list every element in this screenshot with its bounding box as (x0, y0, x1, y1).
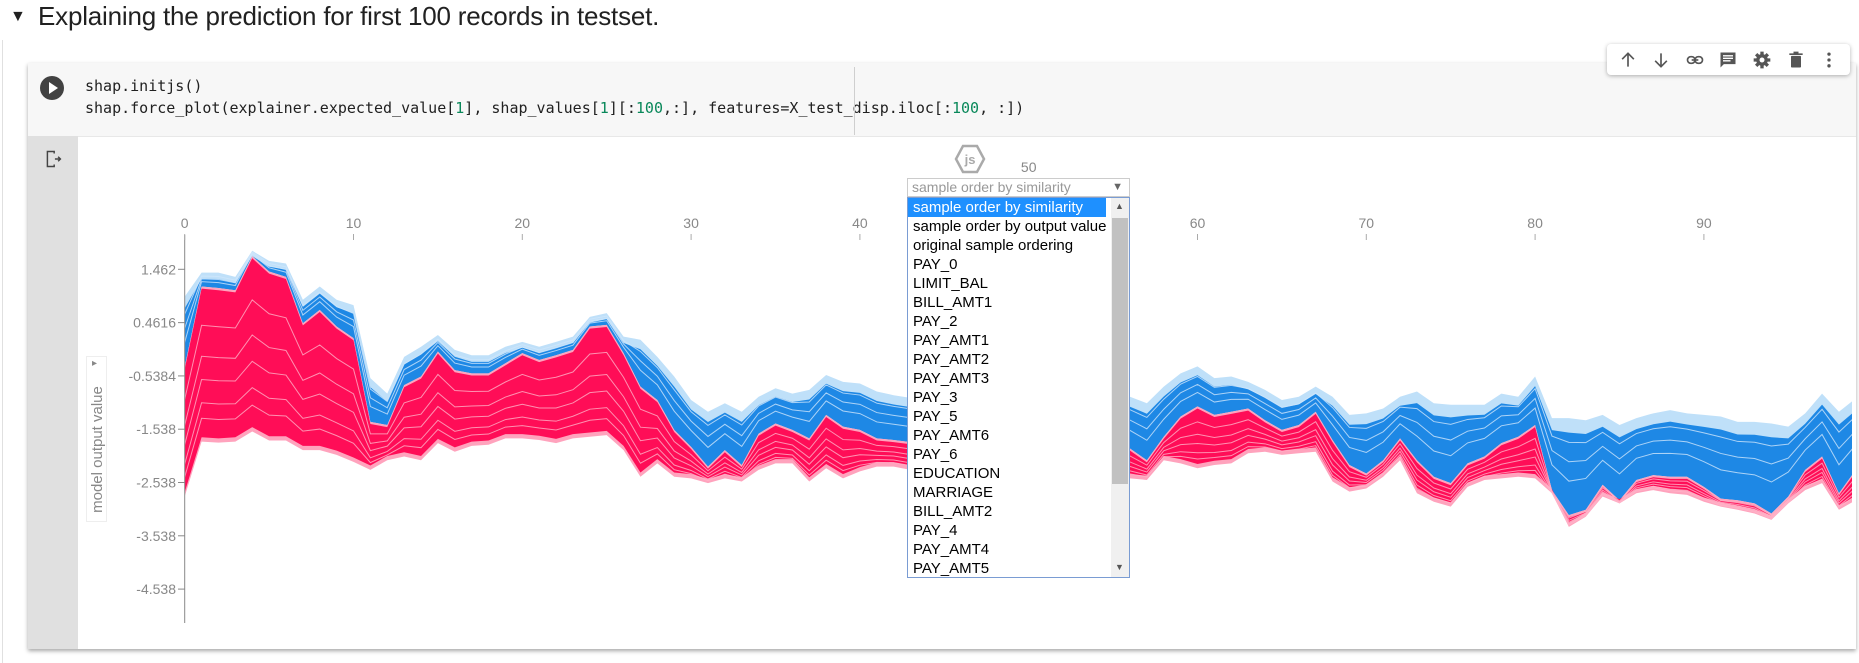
scroll-up-icon[interactable]: ▲ (1115, 201, 1124, 211)
dropdown-option[interactable]: PAY_2 (913, 313, 958, 330)
output-redirect-icon[interactable] (43, 148, 65, 170)
arrow-down-icon[interactable] (1651, 50, 1671, 70)
y-tick-label: -3.538 (136, 528, 176, 544)
code-token: ,:], features=X_test_disp.iloc[: (662, 99, 952, 117)
run-cell-button[interactable] (40, 76, 64, 100)
select-value: sample order by similarity (912, 179, 1071, 195)
code-line-1: shap.initjs() (85, 77, 203, 95)
left-rule (2, 40, 3, 663)
dropdown-option[interactable]: PAY_AMT2 (913, 351, 990, 368)
code-number: 100 (951, 99, 980, 117)
x-tick-label: 50 (1021, 159, 1037, 175)
dropdown-option[interactable]: PAY_AMT4 (913, 541, 990, 558)
arrow-up-icon[interactable] (1618, 50, 1638, 70)
y-tick-label: -2.538 (136, 475, 176, 491)
code-editor[interactable]: shap.initjs() shap.force_plot(explainer.… (28, 63, 1856, 137)
comment-icon[interactable] (1718, 50, 1738, 70)
caret-right-icon: ▸ (92, 358, 98, 369)
js-badge-text: js (964, 152, 976, 167)
dropdown-option[interactable]: PAY_0 (913, 256, 958, 273)
section-heading: Explaining the prediction for first 100 … (38, 1, 660, 31)
js-logo-icon: js (954, 144, 986, 174)
dropdown-option[interactable]: PAY_3 (913, 389, 958, 406)
text-cursor (854, 67, 855, 135)
gear-icon[interactable] (1752, 50, 1772, 70)
code-number: 1 (599, 99, 609, 117)
more-vert-icon[interactable] (1819, 50, 1839, 70)
x-tick-label: 80 (1527, 215, 1543, 231)
dropdown-option[interactable]: PAY_6 (913, 446, 958, 463)
y-tick-label: 0.4616 (133, 315, 176, 331)
dropdown-option[interactable]: PAY_AMT1 (913, 332, 990, 349)
dropdown-option[interactable]: EDUCATION (913, 465, 1001, 482)
cell-toolbar (1607, 44, 1850, 75)
y-axis-label-select[interactable]: ▸ model output value (86, 356, 107, 522)
y-tick-label: 1.462 (141, 261, 176, 277)
triangle-down-icon[interactable]: ▼ (10, 8, 26, 25)
code-token: , :]) (979, 99, 1025, 117)
y-tick-label: -1.538 (136, 421, 176, 437)
x-tick-label: 60 (1190, 215, 1206, 231)
dropdown-option[interactable]: PAY_AMT3 (913, 370, 990, 387)
x-tick-label: 10 (346, 215, 362, 231)
code-number: 100 (635, 99, 663, 117)
positive-effect-area (184, 258, 1852, 523)
dropdown-option[interactable]: BILL_AMT1 (913, 294, 993, 311)
ordering-select[interactable]: sample order by similarity ▼ (907, 178, 1130, 197)
x-tick-label: 30 (683, 215, 699, 231)
x-tick-label: 20 (515, 215, 531, 231)
x-tick-label: 40 (852, 215, 868, 231)
code-number: 1 (455, 99, 465, 117)
dropdown-option[interactable]: original sample ordering (913, 237, 1074, 254)
dropdown-option[interactable]: LIMIT_BAL (913, 275, 989, 292)
ordering-dropdown-list: sample order by similarity sample order b… (907, 197, 1130, 578)
x-tick-label: 70 (1359, 215, 1375, 231)
dropdown-option[interactable]: sample order by similarity (908, 198, 1106, 217)
dropdown-option[interactable]: PAY_AMT6 (913, 427, 990, 444)
y-tick-label: -0.5384 (129, 368, 177, 384)
x-tick-label: 0 (181, 215, 189, 231)
output-gutter (28, 136, 78, 649)
dropdown-arrow-icon: ▼ (1112, 181, 1123, 193)
dropdown-option[interactable]: PAY_5 (913, 408, 958, 425)
code-token: ], shap_values[ (464, 99, 600, 117)
negative-effect-area (184, 256, 1852, 516)
scroll-thumb[interactable] (1112, 218, 1128, 484)
link-icon[interactable] (1685, 50, 1705, 70)
y-tick-label: -4.538 (136, 581, 176, 597)
dropdown-option[interactable]: PAY_4 (913, 522, 958, 539)
code-token: shap.force_plot(explainer.expected_value… (85, 99, 456, 117)
scroll-down-icon[interactable]: ▼ (1115, 562, 1124, 572)
trash-icon[interactable] (1786, 50, 1806, 70)
dropdown-option[interactable]: sample order by output value (913, 218, 1107, 235)
x-tick-label: 90 (1696, 215, 1712, 231)
code-line-2: shap.force_plot(explainer.expected_value… (85, 99, 1024, 117)
dropdown-scrollbar[interactable]: ▲ ▼ (1111, 198, 1129, 577)
dropdown-option[interactable]: PAY_AMT5 (913, 560, 990, 577)
code-token: ][: (608, 99, 636, 117)
dropdown-option[interactable]: MARRIAGE (913, 484, 994, 501)
dropdown-option[interactable]: BILL_AMT2 (913, 503, 993, 520)
